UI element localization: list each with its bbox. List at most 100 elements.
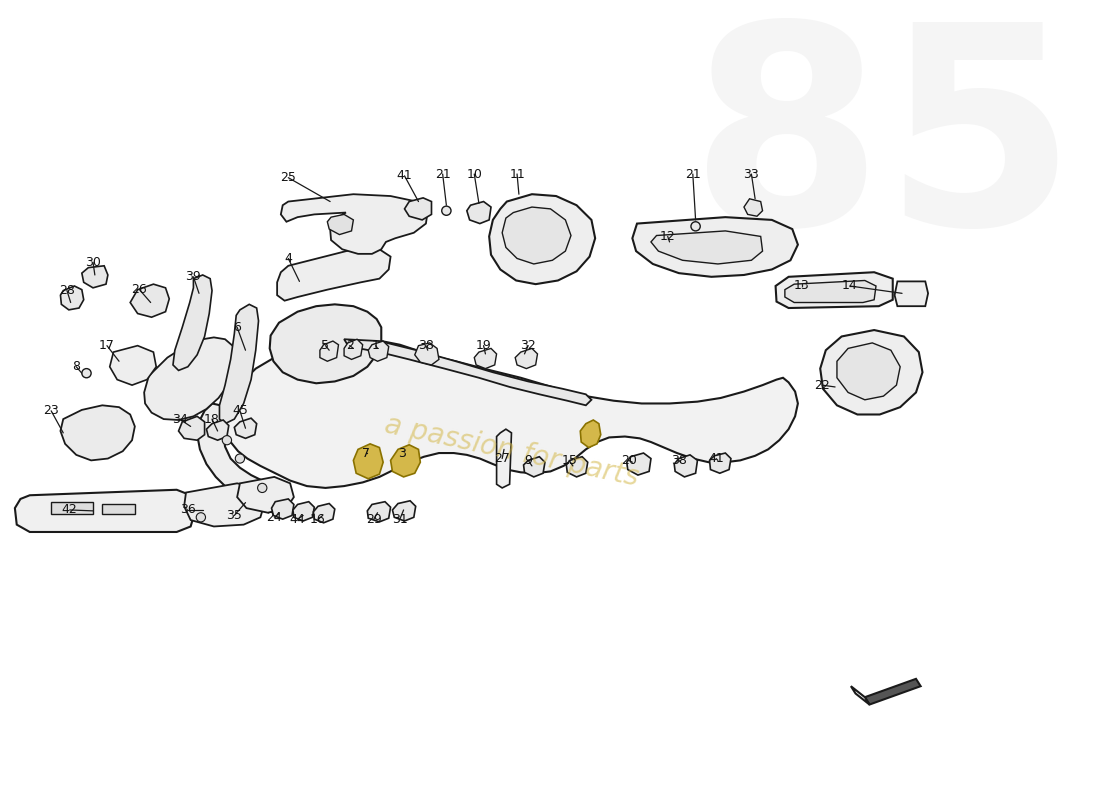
Text: 2: 2 <box>345 339 353 352</box>
Polygon shape <box>51 502 94 514</box>
Polygon shape <box>744 198 762 216</box>
Polygon shape <box>368 341 388 362</box>
Circle shape <box>81 369 91 378</box>
Text: 29: 29 <box>366 513 382 526</box>
Polygon shape <box>524 457 544 477</box>
Text: 41: 41 <box>708 452 724 465</box>
Polygon shape <box>178 416 205 440</box>
Polygon shape <box>393 501 416 521</box>
Text: 7: 7 <box>362 446 371 459</box>
Polygon shape <box>344 339 363 359</box>
Polygon shape <box>220 304 258 424</box>
Polygon shape <box>367 502 390 522</box>
Text: 12: 12 <box>660 230 675 243</box>
Polygon shape <box>280 194 428 254</box>
Polygon shape <box>405 198 431 220</box>
Text: a passion for parts: a passion for parts <box>382 410 641 492</box>
Text: 19: 19 <box>475 339 492 352</box>
Text: 33: 33 <box>744 167 759 181</box>
Polygon shape <box>110 346 156 385</box>
Polygon shape <box>496 429 512 488</box>
Polygon shape <box>851 686 869 705</box>
Polygon shape <box>515 349 538 369</box>
Text: 39: 39 <box>186 270 201 283</box>
Polygon shape <box>238 477 294 513</box>
Polygon shape <box>490 194 595 284</box>
Text: 15: 15 <box>561 454 578 467</box>
Circle shape <box>235 454 244 463</box>
Polygon shape <box>223 339 798 488</box>
Polygon shape <box>81 266 108 288</box>
Text: 36: 36 <box>180 503 196 517</box>
Text: 30: 30 <box>85 256 101 269</box>
Text: 26: 26 <box>132 283 147 296</box>
Polygon shape <box>277 250 390 301</box>
Polygon shape <box>197 403 279 505</box>
Circle shape <box>691 222 701 231</box>
Text: 8: 8 <box>73 360 80 374</box>
Circle shape <box>222 436 232 445</box>
Text: 38: 38 <box>418 339 433 352</box>
Text: 34: 34 <box>172 413 187 426</box>
Text: 22: 22 <box>814 378 829 392</box>
Polygon shape <box>293 502 315 521</box>
Polygon shape <box>207 420 229 440</box>
Polygon shape <box>60 286 84 310</box>
Polygon shape <box>566 457 587 477</box>
Text: 42: 42 <box>62 503 78 517</box>
Text: 16: 16 <box>310 513 326 526</box>
Text: 38: 38 <box>671 454 686 467</box>
Polygon shape <box>15 490 196 532</box>
Text: 20: 20 <box>620 454 637 467</box>
Polygon shape <box>503 207 571 264</box>
Text: 3: 3 <box>398 446 406 459</box>
Circle shape <box>442 206 451 215</box>
Text: 11: 11 <box>509 167 525 181</box>
Text: 9: 9 <box>525 454 532 467</box>
Polygon shape <box>627 453 651 475</box>
Text: 32: 32 <box>520 339 536 352</box>
Polygon shape <box>173 275 212 370</box>
Polygon shape <box>314 503 334 523</box>
Text: 21: 21 <box>434 167 451 181</box>
Text: 24: 24 <box>266 510 283 524</box>
Polygon shape <box>184 483 265 526</box>
Text: 35: 35 <box>227 509 242 522</box>
Polygon shape <box>415 343 439 365</box>
Circle shape <box>257 483 267 493</box>
Polygon shape <box>821 330 923 414</box>
Text: 4: 4 <box>284 252 293 265</box>
Polygon shape <box>102 505 135 514</box>
Polygon shape <box>581 420 601 447</box>
Polygon shape <box>328 214 353 234</box>
Polygon shape <box>651 231 762 264</box>
Polygon shape <box>785 281 876 302</box>
Polygon shape <box>466 202 491 223</box>
Text: 1: 1 <box>372 339 379 352</box>
Polygon shape <box>272 499 294 519</box>
Text: 17: 17 <box>99 339 114 352</box>
Polygon shape <box>837 343 900 400</box>
Text: 85: 85 <box>690 14 1077 283</box>
Text: 31: 31 <box>392 513 408 526</box>
Polygon shape <box>710 453 730 474</box>
Polygon shape <box>144 338 236 420</box>
Text: 5: 5 <box>321 339 330 352</box>
Polygon shape <box>130 284 169 317</box>
Polygon shape <box>474 349 496 369</box>
Polygon shape <box>632 217 798 277</box>
Polygon shape <box>776 272 893 308</box>
Text: 27: 27 <box>494 452 510 465</box>
Polygon shape <box>320 341 339 362</box>
Text: 14: 14 <box>843 279 858 293</box>
Polygon shape <box>894 282 928 306</box>
Text: 6: 6 <box>233 321 241 334</box>
Text: 23: 23 <box>43 404 59 418</box>
Text: 18: 18 <box>205 413 220 426</box>
Polygon shape <box>60 406 135 460</box>
Text: 44: 44 <box>289 513 306 526</box>
Polygon shape <box>344 339 592 406</box>
Polygon shape <box>234 418 256 438</box>
Circle shape <box>196 513 206 522</box>
Polygon shape <box>865 679 921 705</box>
